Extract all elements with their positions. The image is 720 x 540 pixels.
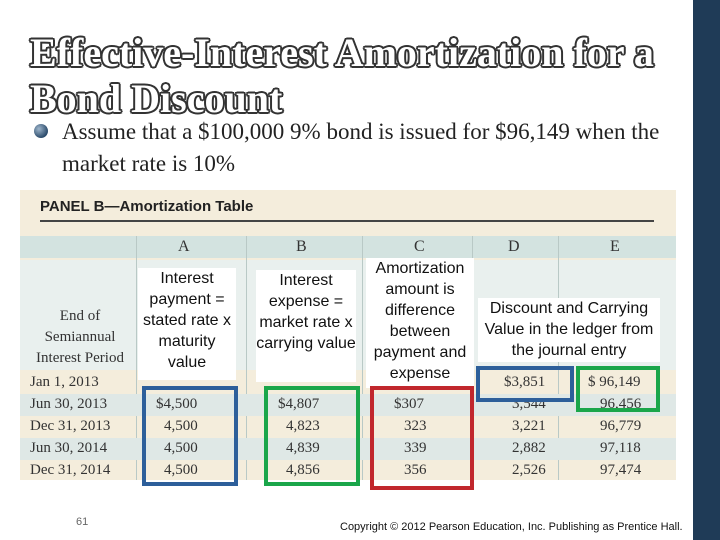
- highlight-box-discount: [476, 366, 574, 402]
- discount-balance: $3,851: [504, 374, 546, 390]
- table-row: Dec 31, 2013 4,500 4,823 323 3,221 96,77…: [20, 416, 676, 438]
- right-accent-bar: [693, 0, 720, 540]
- callout-interest-payment: Interest payment = stated rate x maturit…: [138, 268, 236, 380]
- highlight-box-column-b: [264, 386, 360, 486]
- column-letter-c: C: [414, 238, 425, 255]
- column-divider: [136, 236, 137, 480]
- column-divider: [362, 236, 363, 480]
- period-date: Dec 31, 2014: [30, 462, 111, 478]
- column-divider: [246, 236, 247, 480]
- column-letter-row: [20, 236, 676, 258]
- interest-expense: 4,839: [286, 440, 320, 456]
- slide-title: Effective-Interest Amortization for a Bo…: [30, 30, 654, 121]
- table-row: Dec 31, 2014 4,500 4,856 356 2,526 97,47…: [20, 460, 676, 480]
- amortization-amount: 339: [404, 440, 427, 456]
- carrying-value: 97,118: [600, 440, 641, 456]
- row-header: End of Semiannual Interest Period: [36, 308, 124, 366]
- interest-payment: $4,500: [156, 396, 198, 412]
- copyright-text: Copyright © 2012 Pearson Education, Inc.…: [340, 521, 683, 533]
- highlight-box-carrying-value: [576, 366, 660, 412]
- interest-expense: 4,856: [286, 462, 320, 478]
- period-date: Jun 30, 2014: [30, 440, 108, 456]
- callout-interest-expense: Interest expense = market rate x carryin…: [256, 270, 356, 382]
- carrying-value: 96,779: [600, 418, 642, 434]
- highlight-box-column-c: [370, 386, 474, 490]
- table-row: Jan 1, 2013 $3,851 $ 96,149: [20, 372, 676, 394]
- interest-payment: 4,500: [164, 440, 198, 456]
- amortization-amount: 323: [404, 418, 427, 434]
- discount-balance: 3,221: [512, 418, 546, 434]
- interest-payment: 4,500: [164, 418, 198, 434]
- interest-payment: 4,500: [164, 462, 198, 478]
- interest-expense: $4,807: [278, 396, 320, 412]
- amortization-amount: $307: [394, 396, 424, 412]
- discount-balance: 2,882: [512, 440, 546, 456]
- page-number: 61: [76, 516, 89, 528]
- bullet-text: Assume that a $100,000 9% bond is issued…: [62, 119, 660, 176]
- amortization-amount: 356: [404, 462, 427, 478]
- column-letter-a: A: [178, 238, 190, 255]
- panel-rule: [40, 220, 654, 222]
- carrying-value: 97,474: [600, 462, 642, 478]
- carrying-value: $ 96,149: [588, 374, 641, 390]
- callout-amortization: Amortization amount is difference betwee…: [366, 258, 474, 388]
- column-letter-e: E: [610, 238, 620, 255]
- column-letter-b: B: [296, 238, 307, 255]
- highlight-box-column-a: [142, 386, 238, 486]
- callout-discount-carrying: Discount and Carrying Value in the ledge…: [478, 298, 660, 362]
- interest-expense: 4,823: [286, 418, 320, 434]
- bullet-icon: [34, 124, 48, 138]
- table-row: Jun 30, 2014 4,500 4,839 339 2,882 97,11…: [20, 438, 676, 460]
- column-letter-d: D: [508, 238, 520, 255]
- period-date: Dec 31, 2013: [30, 418, 111, 434]
- period-date: Jan 1, 2013: [30, 374, 99, 390]
- period-date: Jun 30, 2013: [30, 396, 108, 412]
- panel-title: PANEL B—Amortization Table: [40, 198, 254, 215]
- discount-balance: 2,526: [512, 462, 546, 478]
